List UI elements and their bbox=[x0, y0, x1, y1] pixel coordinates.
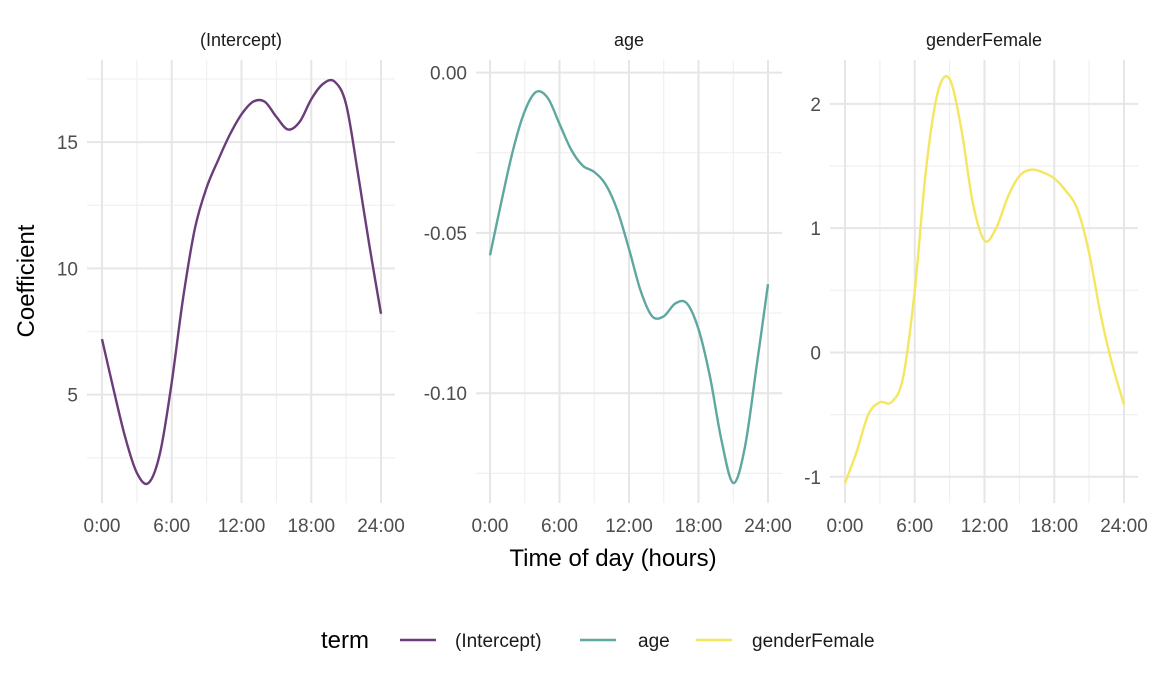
legend-label: age bbox=[638, 631, 670, 652]
y-tick-label: 15 bbox=[57, 133, 78, 154]
series-line bbox=[488, 89, 770, 485]
y-axis-title: Coefficient bbox=[13, 224, 40, 337]
x-tick-label: 6:00 bbox=[541, 516, 578, 537]
x-tick-label: 18:00 bbox=[675, 516, 723, 537]
x-tick-label: 0:00 bbox=[827, 516, 864, 537]
series-line bbox=[100, 78, 383, 486]
x-tick-label: 12:00 bbox=[218, 516, 266, 537]
panel-strip-label: (Intercept) bbox=[200, 30, 282, 50]
series-line bbox=[843, 75, 1126, 484]
legend-label: (Intercept) bbox=[455, 631, 542, 652]
x-axis-title: Time of day (hours) bbox=[509, 545, 716, 572]
y-tick-label: 10 bbox=[57, 259, 78, 280]
x-tick-label: 24:00 bbox=[357, 516, 405, 537]
legend-entry: (Intercept) bbox=[400, 631, 542, 652]
x-tick-label: 12:00 bbox=[961, 516, 1009, 537]
y-tick-label: -0.10 bbox=[424, 384, 467, 405]
y-tick-label: 2 bbox=[810, 95, 821, 116]
y-tick-label: 1 bbox=[810, 219, 821, 240]
panel-2: 0.00 -0.05 -0.10 0:00 6:00 12:00 18:00 24:00 age bbox=[424, 30, 792, 537]
y-tick-label: 0 bbox=[810, 343, 821, 364]
x-tick-label: 0:00 bbox=[84, 516, 121, 537]
legend-entry: age bbox=[580, 631, 670, 652]
x-tick-label: 6:00 bbox=[896, 516, 933, 537]
legend-entry: genderFemale bbox=[696, 631, 875, 652]
x-tick-label: 12:00 bbox=[605, 516, 653, 537]
x-tick-label: 24:00 bbox=[1100, 516, 1148, 537]
x-tick-label: 0:00 bbox=[472, 516, 509, 537]
panel-3: -1 0 1 2 0:00 6:00 12:00 18:00 24:00 genderFemale bbox=[804, 30, 1148, 537]
y-tick-label: 5 bbox=[67, 386, 78, 407]
x-tick-label: 6:00 bbox=[153, 516, 190, 537]
panel-1: 5 10 15 0:00 6:00 12:00 18:00 24:00 (Intercept) bbox=[57, 30, 405, 537]
panel-strip-label: age bbox=[614, 30, 644, 50]
y-tick-label: 0.00 bbox=[430, 64, 467, 85]
x-tick-label: 24:00 bbox=[744, 516, 792, 537]
legend-entries: (Intercept) age genderFemale bbox=[400, 631, 875, 652]
y-tick-label: -1 bbox=[804, 468, 821, 489]
legend-title: term bbox=[321, 627, 369, 654]
panel-strip-label: genderFemale bbox=[926, 30, 1042, 50]
legend: term (Intercept) age genderFemale bbox=[321, 627, 875, 654]
legend-label: genderFemale bbox=[752, 631, 875, 652]
x-tick-label: 18:00 bbox=[1030, 516, 1078, 537]
x-tick-label: 18:00 bbox=[287, 516, 335, 537]
y-tick-label: -0.05 bbox=[424, 224, 467, 245]
